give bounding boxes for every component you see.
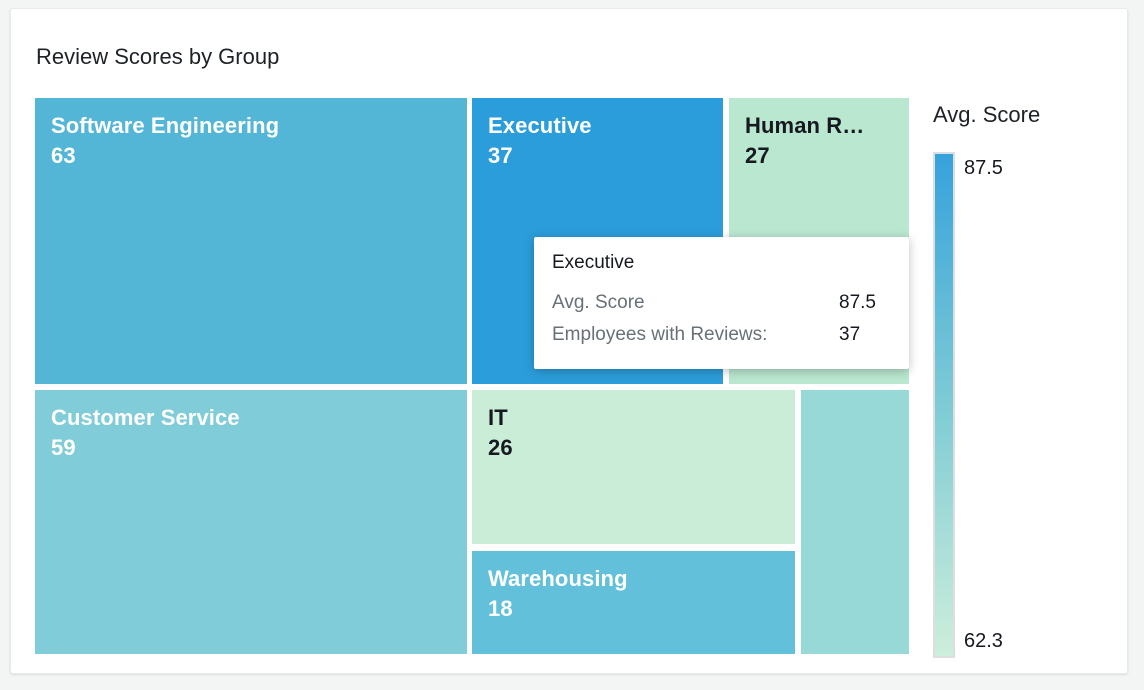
treemap-block-warehousing[interactable]: Warehousing 18 [472, 551, 795, 654]
widget-title: Review Scores by Group [36, 44, 280, 69]
tooltip-row-employees: Employees with Reviews: 37 [552, 319, 889, 351]
block-label: Executive [488, 113, 592, 138]
treemap-block-unlabeled[interactable] [801, 390, 909, 654]
legend-gradient-bar [933, 152, 955, 658]
block-value: 26 [488, 435, 513, 460]
tooltip: Executive Avg. Score 87.5 Employees with… [534, 237, 909, 369]
tooltip-title: Executive [552, 252, 635, 273]
block-label: Human R… [745, 113, 865, 138]
block-value: 37 [488, 143, 513, 168]
block-label: Software Engineering [51, 113, 280, 138]
block-label: Customer Service [51, 405, 240, 430]
legend-min-label: 62.3 [964, 630, 1003, 652]
tooltip-row-label: Employees with Reviews: [552, 324, 768, 345]
treemap-block-it[interactable]: IT 26 [472, 390, 795, 544]
legend-title: Avg. Score [933, 102, 1041, 127]
block-value: 63 [51, 143, 76, 168]
tooltip-row-value: 37 [839, 324, 861, 345]
tooltip-row-value: 87.5 [839, 292, 876, 313]
block-label: Warehousing [488, 566, 628, 591]
block-label: IT [488, 405, 508, 430]
legend-max-label: 87.5 [964, 157, 1003, 179]
block-value: 59 [51, 435, 76, 460]
treemap-block-customer-service[interactable]: Customer Service 59 [35, 390, 467, 654]
treemap-widget-card: Review Scores by Group Software Engineer… [10, 8, 1128, 674]
tooltip-row-label: Avg. Score [552, 292, 645, 313]
block-value: 27 [745, 143, 770, 168]
tooltip-row-avg-score: Avg. Score 87.5 [552, 287, 889, 319]
treemap-block-software-engineering[interactable]: Software Engineering 63 [35, 98, 467, 384]
block-value: 18 [488, 596, 513, 621]
